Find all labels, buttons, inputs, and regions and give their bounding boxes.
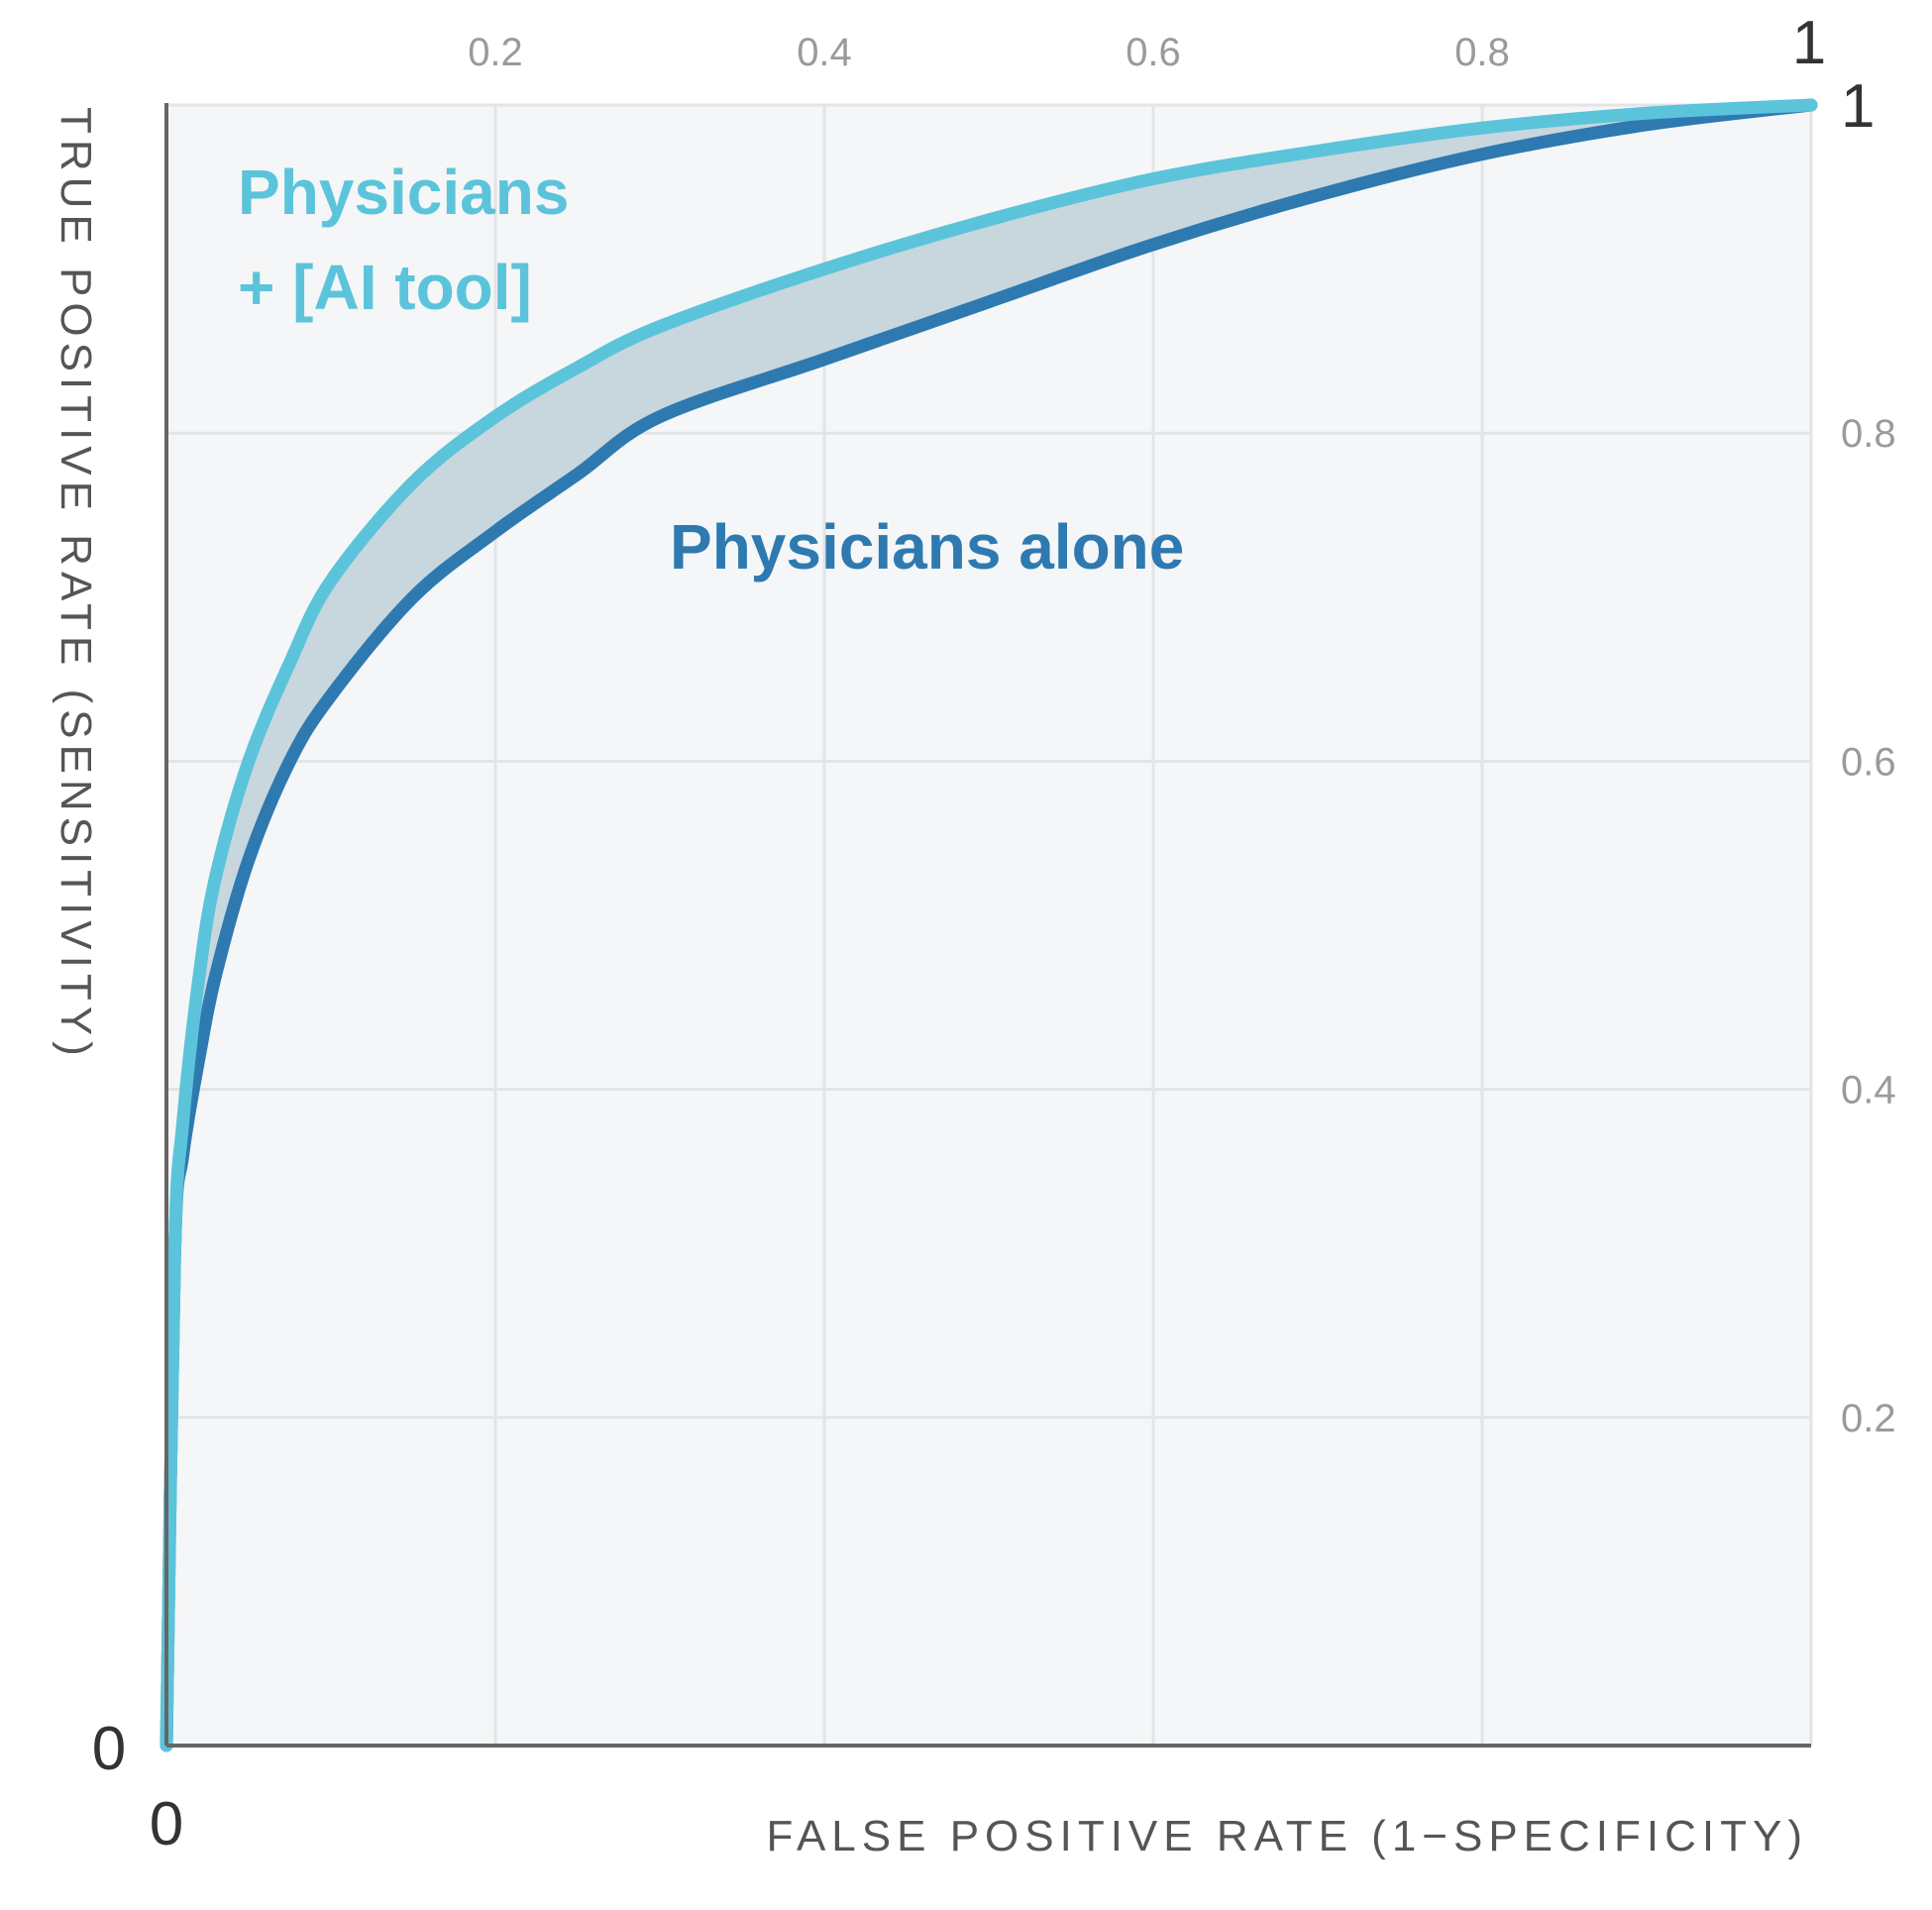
x-axis-title: FALSE POSITIVE RATE (1−SPECIFICITY): [767, 1812, 1809, 1860]
x-tick-label: 0.8: [1454, 31, 1510, 74]
y-tick-label: 1: [1841, 72, 1875, 141]
x-tick-labels: 0.2 0.4 0.6 0.8 1: [468, 9, 1826, 77]
x-tick-label: 0.4: [797, 31, 852, 74]
x-tick-label: 0.6: [1126, 31, 1181, 74]
series-label-line: Physicians: [238, 157, 569, 228]
series-label-physicians-alone: Physicians alone: [670, 511, 1184, 583]
plot-background: [166, 105, 1811, 1746]
y-tick-labels: 1 0.8 0.6 0.4 0.2: [1841, 72, 1896, 1440]
series-line-physicians-ai: [160, 98, 1818, 1752]
gridlines: [166, 103, 1813, 1746]
series-label-physicians-ai: Physicians + [AI tool]: [238, 157, 569, 323]
origin-x-label: 0: [150, 1790, 183, 1858]
x-tick-label: 0.2: [468, 31, 523, 74]
x-tick-label: 1: [1792, 9, 1826, 77]
y-tick-label: 0.2: [1841, 1397, 1896, 1440]
series-label-line: + [AI tool]: [238, 252, 532, 323]
series-lines: [160, 98, 1818, 1752]
y-tick-label: 0.4: [1841, 1069, 1896, 1113]
y-axis-title: TRUE POSITIVE RATE (SENSITIVITY): [52, 107, 100, 1062]
y-tick-label: 0.6: [1841, 740, 1896, 784]
y-tick-label: 0.8: [1841, 412, 1896, 456]
origin-y-label: 0: [92, 1715, 126, 1783]
